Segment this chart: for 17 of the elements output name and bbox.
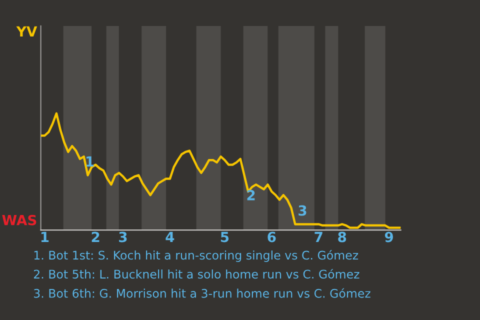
x-tick-label: 2 [92, 232, 100, 242]
x-tick-label: 9 [384, 232, 394, 242]
annotation: 2 [247, 190, 255, 200]
x-tick-label: 7 [314, 232, 322, 242]
text: 2. Bot 5th: L. Bucknell hit a solo home run vs C. Gómez [34, 269, 360, 279]
annotation: 3 [298, 205, 306, 216]
text: YV [16, 26, 38, 36]
x-tick-label: 1 [41, 232, 49, 242]
x-tick-label: 8 [338, 232, 346, 242]
annotation: 1 [86, 156, 94, 167]
x-tick-label: 3 [119, 232, 127, 242]
x-tick-label: 6 [268, 232, 276, 242]
x-tick-label: 4 [166, 232, 174, 242]
text: 3. Bot 6th: G. Morrison hit a 3-run home run vs C. Gómez [34, 288, 370, 298]
text: 1. Bot 1st: S. Koch hit a run-scoring single vs C. Gómez [34, 250, 358, 262]
text: WAS [2, 214, 36, 226]
x-tick-label: 5 [220, 232, 229, 242]
